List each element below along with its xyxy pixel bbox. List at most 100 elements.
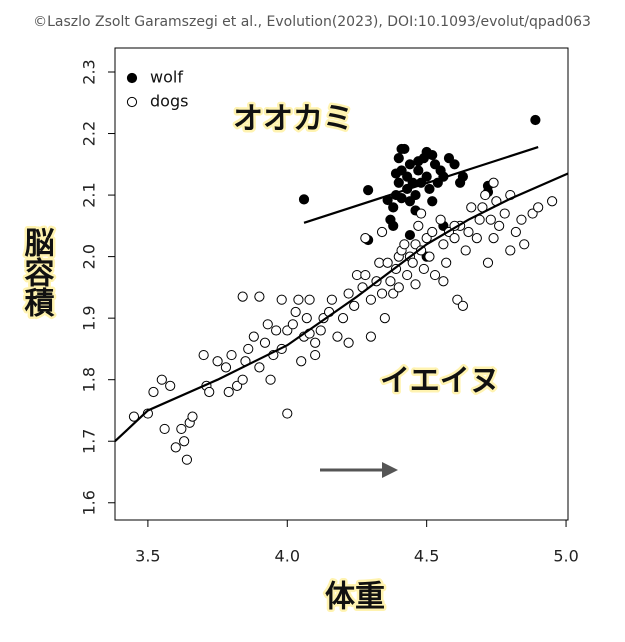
point <box>438 276 449 287</box>
point <box>519 239 530 250</box>
point <box>296 356 307 367</box>
y-tick-label: 2.3 <box>80 59 99 84</box>
point <box>421 171 432 182</box>
point <box>407 257 418 268</box>
point <box>393 177 404 188</box>
y-tick-label: 1.6 <box>80 490 99 515</box>
point <box>363 185 374 196</box>
point <box>390 168 402 179</box>
point <box>449 159 460 170</box>
x-tick-label: 4.0 <box>275 547 300 566</box>
point <box>418 263 429 275</box>
point <box>494 220 505 231</box>
point <box>379 313 390 324</box>
point <box>396 193 407 204</box>
y-tick-label: 2.1 <box>80 182 99 207</box>
point <box>488 177 499 188</box>
point <box>128 411 140 422</box>
y-tick-label: 2.0 <box>80 244 99 269</box>
point <box>349 300 360 311</box>
point <box>159 423 170 435</box>
point <box>374 257 385 268</box>
point <box>226 349 237 361</box>
point <box>290 306 301 318</box>
legend-marker <box>126 72 138 84</box>
point <box>262 319 273 330</box>
arrow-head <box>382 462 398 478</box>
point <box>547 196 558 207</box>
point <box>427 149 438 161</box>
x-axis-label: 体重 <box>325 580 385 615</box>
point <box>351 269 363 281</box>
point <box>343 337 354 348</box>
point <box>301 313 312 324</box>
point <box>343 288 354 299</box>
point <box>429 269 441 281</box>
point <box>413 220 424 231</box>
point <box>427 196 438 207</box>
point <box>488 233 499 244</box>
point <box>424 251 435 262</box>
point <box>365 294 377 305</box>
point <box>404 159 416 170</box>
point <box>332 331 343 342</box>
point <box>427 226 438 238</box>
copyright: ©Laszlo Zsolt Garamszegi et al., Evoluti… <box>33 14 591 30</box>
point <box>399 143 410 155</box>
y-axis-label: 脳容積 <box>19 227 55 317</box>
point <box>510 226 521 238</box>
point <box>326 294 337 305</box>
point <box>482 257 494 268</box>
point <box>179 436 190 447</box>
point <box>304 294 315 305</box>
legend-label: dogs <box>150 92 188 111</box>
point <box>148 386 159 398</box>
point <box>254 291 265 302</box>
point <box>298 194 310 205</box>
annotation: イエイヌ <box>380 364 500 399</box>
point <box>376 226 388 238</box>
point <box>402 269 413 281</box>
point <box>223 386 234 398</box>
point <box>360 269 371 281</box>
point <box>463 226 474 238</box>
y-tick-label: 1.9 <box>80 305 99 330</box>
point <box>237 374 248 385</box>
point <box>198 349 209 361</box>
point <box>485 214 496 225</box>
point <box>248 331 259 342</box>
point <box>170 442 181 453</box>
legend-marker <box>126 96 138 108</box>
y-tick-label: 2.2 <box>80 121 99 146</box>
point <box>393 153 404 164</box>
point <box>271 325 282 336</box>
point <box>265 374 276 385</box>
point <box>237 291 248 302</box>
point <box>499 208 510 219</box>
point <box>530 114 541 126</box>
point <box>516 214 527 225</box>
point <box>176 423 187 435</box>
legend-label: wolf <box>150 68 183 87</box>
point <box>413 165 424 176</box>
y-tick-label: 1.8 <box>80 367 99 392</box>
point <box>382 257 393 268</box>
plot-frame <box>114 47 569 521</box>
point <box>365 331 377 342</box>
point <box>388 220 399 231</box>
point <box>360 233 371 244</box>
point <box>410 189 421 201</box>
point <box>404 229 416 241</box>
point <box>388 202 399 213</box>
point <box>385 276 396 287</box>
point <box>337 313 349 324</box>
point <box>204 386 215 398</box>
fit-line <box>114 172 569 443</box>
fit-line <box>303 146 539 224</box>
point <box>393 282 404 293</box>
point <box>415 245 427 256</box>
point <box>287 319 298 330</box>
point <box>460 245 471 256</box>
point <box>441 257 452 268</box>
